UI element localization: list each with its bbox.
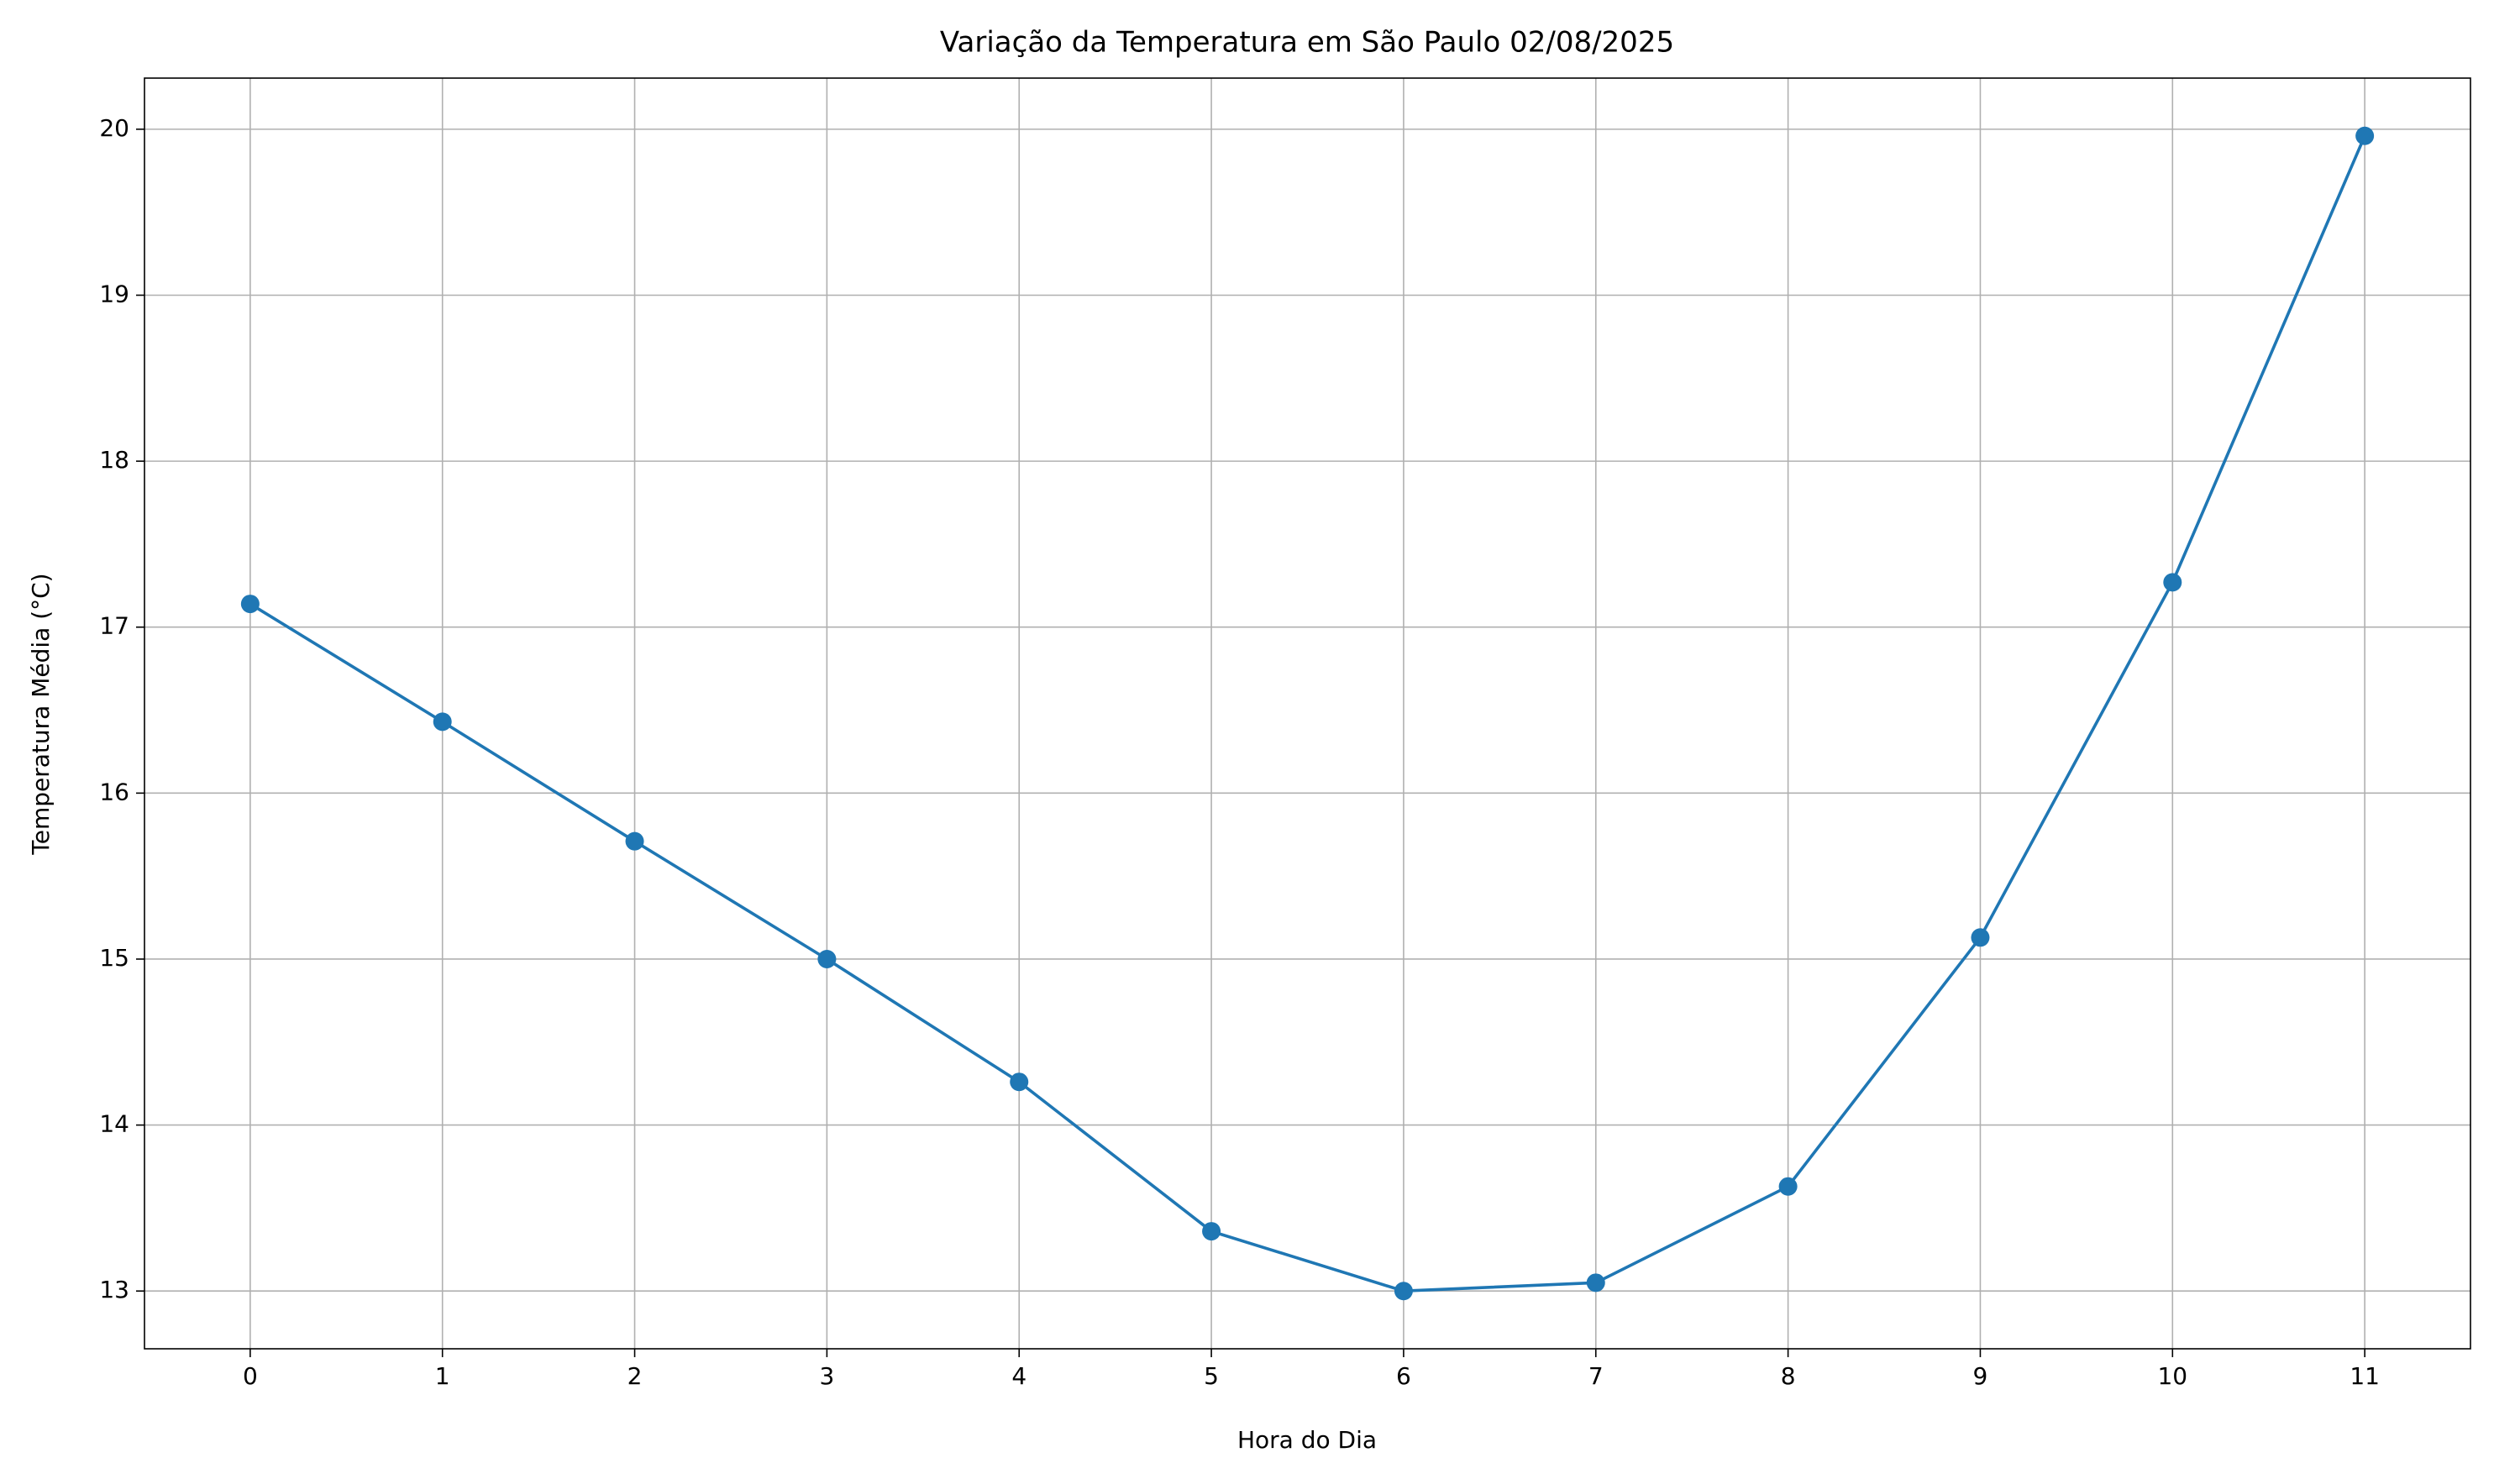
point: [433, 712, 452, 732]
x-tick-label: 9: [1973, 1362, 1988, 1390]
x-tick-label: 1: [435, 1362, 450, 1390]
x-tick-label: 8: [1781, 1362, 1796, 1390]
point: [1202, 1222, 1221, 1241]
y-tick-label: 18: [99, 446, 129, 474]
y-tick-label: 17: [99, 612, 129, 640]
y-axis-label: Temperatura Média (°C): [27, 573, 55, 855]
x-tick-label: 0: [243, 1362, 258, 1390]
x-tick-label: 4: [1011, 1362, 1026, 1390]
y-tick-label: 15: [99, 944, 129, 972]
y-tick-label: 16: [99, 778, 129, 805]
y-tick-label: 19: [99, 280, 129, 307]
point: [1971, 928, 1990, 947]
line: [249, 135, 2366, 1293]
plot-frame: [144, 77, 2471, 1350]
y-tick-label: 14: [99, 1110, 129, 1138]
chart-title: Variação da Temperatura em São Paulo 02/…: [940, 26, 1674, 60]
x-tick-label: 10: [2157, 1362, 2187, 1390]
x-tick-label: 5: [1204, 1362, 1219, 1390]
x-tick-label: 2: [627, 1362, 643, 1390]
x-tick-label: 3: [819, 1362, 834, 1390]
point: [1394, 1282, 1413, 1301]
point: [1778, 1177, 1798, 1196]
point: [625, 831, 644, 851]
x-tick-label: 6: [1396, 1362, 1411, 1390]
point: [240, 595, 260, 614]
point: [2355, 126, 2375, 145]
y-tick-label: 20: [99, 114, 129, 142]
point: [2163, 573, 2182, 592]
x-axis-label: Hora do Dia: [1237, 1426, 1377, 1454]
point: [1010, 1072, 1029, 1092]
x-tick-label: 7: [1588, 1362, 1604, 1390]
point: [817, 949, 837, 968]
x-tick-label: 11: [2350, 1362, 2380, 1390]
y-tick-label: 13: [99, 1276, 129, 1303]
point: [1586, 1273, 1605, 1293]
